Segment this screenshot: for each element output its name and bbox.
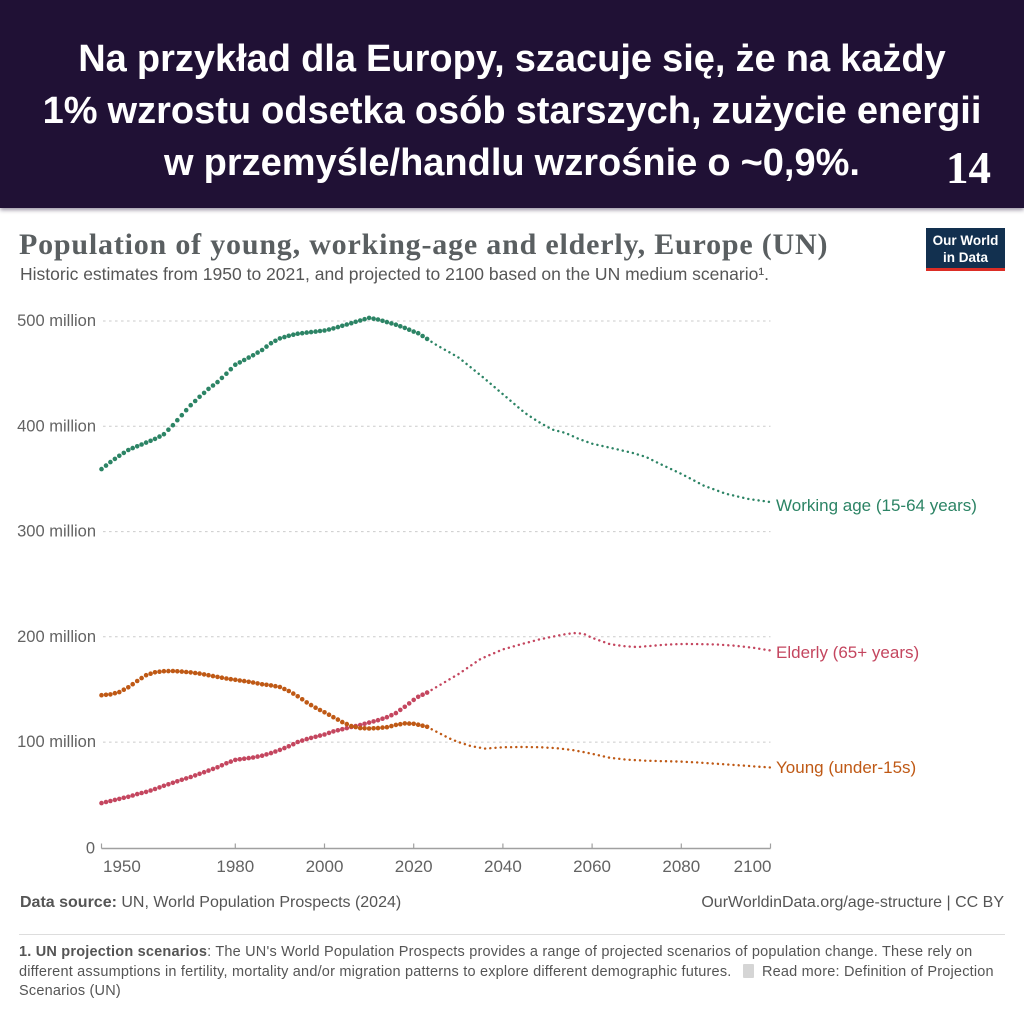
svg-text:2060: 2060 — [573, 857, 611, 876]
svg-text:400 million: 400 million — [17, 417, 96, 435]
svg-text:2000: 2000 — [306, 857, 344, 876]
svg-text:2100: 2100 — [734, 857, 772, 876]
svg-text:2020: 2020 — [395, 857, 433, 876]
svg-text:Working age (15-64 years): Working age (15-64 years) — [776, 496, 977, 515]
svg-text:1950: 1950 — [103, 857, 141, 876]
svg-text:500 million: 500 million — [17, 312, 96, 330]
svg-text:300 million: 300 million — [17, 523, 96, 541]
svg-text:200 million: 200 million — [17, 628, 96, 646]
svg-text:100 million: 100 million — [17, 733, 96, 751]
svg-text:0: 0 — [86, 840, 95, 858]
svg-text:1980: 1980 — [216, 857, 254, 876]
svg-text:2080: 2080 — [662, 857, 700, 876]
svg-text:Elderly (65+ years): Elderly (65+ years) — [776, 643, 919, 662]
svg-text:Young (under-15s): Young (under-15s) — [776, 758, 916, 777]
svg-text:2040: 2040 — [484, 857, 522, 876]
